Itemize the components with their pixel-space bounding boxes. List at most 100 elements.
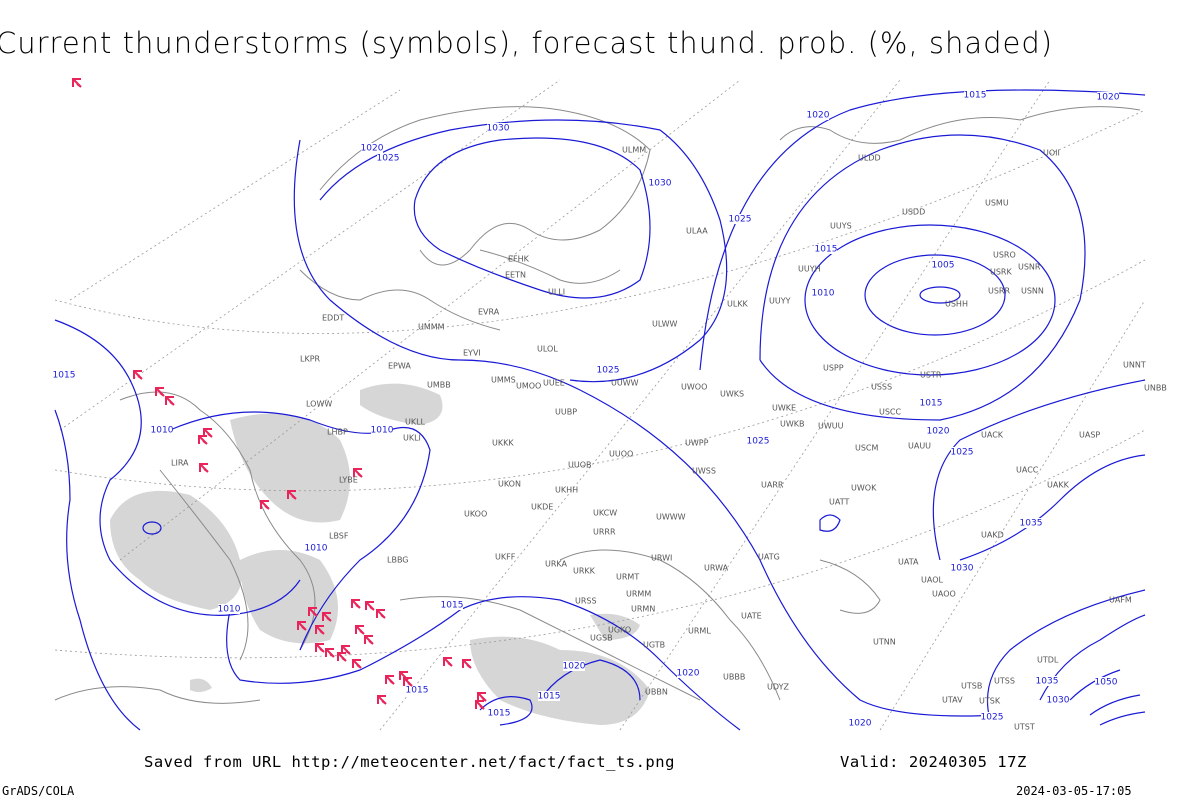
- station-label: URMT: [616, 573, 639, 582]
- isobar-label-bg: [563, 661, 585, 671]
- station-label: UBBB: [723, 673, 745, 682]
- isobar-label-bg: [1036, 676, 1058, 686]
- station-label: UACC: [1016, 466, 1039, 475]
- station-label: USRK: [990, 268, 1012, 277]
- thunderstorm-symbol: [377, 695, 387, 705]
- isobar-label: 1015: [441, 601, 464, 611]
- station-label: LBSF: [329, 532, 349, 541]
- isobar-label-bg: [812, 288, 834, 298]
- station-label: LYBE: [339, 476, 358, 485]
- station-label: UDYZ: [767, 683, 789, 692]
- station-label: UAKK: [1047, 481, 1070, 490]
- station-label: UWPP: [685, 439, 709, 448]
- thunderstorm-symbol: [353, 468, 363, 478]
- software: GrADS/COLA: [2, 784, 75, 798]
- station-label: ULDD: [858, 154, 881, 163]
- isobar-label-bg: [1020, 518, 1042, 528]
- isobar-label: 1025: [951, 448, 974, 458]
- station-label: EPWA: [388, 362, 411, 371]
- thunderstorm-symbol: [475, 700, 485, 710]
- station-label: UGTB: [643, 641, 665, 650]
- station-label: UAKD: [981, 531, 1004, 540]
- thunderstorm-symbol: [260, 500, 270, 510]
- station-label: UUWW: [611, 379, 639, 388]
- isobar-label-bg: [371, 425, 393, 435]
- isobar-label-bg: [361, 143, 383, 153]
- saved-url: Saved from URL http://meteocenter.net/fa…: [144, 753, 675, 771]
- isobar-label-bg: [538, 691, 560, 701]
- station-label: UUYH: [798, 265, 821, 274]
- isobar-label: 1020: [563, 662, 586, 672]
- isobar-label-bg: [1095, 677, 1117, 687]
- station-label: UTSS: [994, 677, 1015, 686]
- isobar-label: 1010: [218, 605, 241, 615]
- isobar-label-bg: [377, 153, 399, 163]
- isobar-label-bg: [649, 178, 671, 188]
- thunderstorm-symbol: [364, 635, 374, 645]
- station-label: UKKK: [492, 439, 514, 448]
- station-label: UTST: [1014, 723, 1035, 732]
- thunderstorm-symbol: [443, 657, 453, 667]
- probability-shading: [110, 383, 650, 725]
- station-label: UTNN: [873, 638, 896, 647]
- isobar-label: 1035: [1036, 677, 1059, 687]
- title: Current thunderstorms (symbols), forecas…: [0, 26, 1054, 60]
- station-label: UAUU: [908, 442, 931, 451]
- station-label: UKLI: [403, 434, 421, 443]
- station-label: UMOO: [516, 382, 541, 391]
- thunderstorm-symbol: [199, 463, 209, 473]
- station-label: URRR: [593, 528, 616, 537]
- isobar-label-bg: [932, 260, 954, 270]
- isobar-label-bg: [441, 600, 463, 610]
- isobar-label: 1015: [488, 709, 511, 719]
- station-label: UWOK: [851, 484, 877, 493]
- station-label: URMM: [626, 590, 651, 599]
- station-label: UUYS: [830, 222, 852, 231]
- station-label: ULKK: [727, 300, 749, 309]
- isobar-label: 1010: [305, 544, 328, 554]
- station-label: UGKO: [608, 626, 631, 635]
- station-label: UARR: [761, 481, 784, 490]
- station-label: URKA: [545, 560, 568, 569]
- thunderstorm-symbol: [477, 692, 487, 702]
- station-label: LKPR: [300, 355, 321, 364]
- station-label: UACK: [981, 431, 1004, 440]
- isobar-label-bg: [1097, 92, 1119, 102]
- station-label: UASP: [1079, 431, 1100, 440]
- thunderstorm-symbol: [325, 648, 335, 658]
- isobar-label-group: 1015 102010201030102010251030102510151010…: [53, 90, 1120, 729]
- isobar-label: 1005: [932, 261, 955, 271]
- station-label: LIRA: [171, 459, 189, 468]
- isobar-label: 1025: [747, 437, 770, 447]
- thunderstorm-symbol: [355, 625, 365, 635]
- isobar-label-bg: [597, 365, 619, 375]
- thunderstorm-symbol: [376, 609, 386, 619]
- thunderstorm-symbol: [287, 490, 297, 500]
- station-label: USTR: [920, 371, 942, 380]
- graticule: [54, 79, 1146, 731]
- station-label: UKDE: [531, 503, 553, 512]
- station-label: UMMS: [491, 376, 516, 385]
- thunderstorm-symbol: [72, 78, 82, 88]
- thunderstorm-symbol: [462, 659, 472, 669]
- station-label: ULOL: [537, 345, 558, 354]
- thunderstorm-symbol: [385, 675, 395, 685]
- station-label: URWA: [704, 564, 729, 573]
- thunderstorm-symbol: [198, 435, 208, 445]
- station-label: UATT: [829, 498, 849, 507]
- station-label: UKON: [498, 480, 521, 489]
- station-label: UWUU: [818, 422, 844, 431]
- isobar-label: 1015: [538, 692, 561, 702]
- station-label: UATE: [741, 612, 762, 621]
- isobar-label: 1050: [1095, 678, 1118, 688]
- station-label: UTDL: [1037, 656, 1059, 665]
- station-label: EFHK: [508, 255, 530, 264]
- station-label: USPP: [823, 364, 844, 373]
- station-label: USMU: [985, 199, 1009, 208]
- thunderstorm-symbol: [315, 625, 325, 635]
- station-label: USCM: [855, 444, 879, 453]
- station-label: URML: [688, 627, 711, 636]
- station-label: UWOO: [681, 383, 707, 392]
